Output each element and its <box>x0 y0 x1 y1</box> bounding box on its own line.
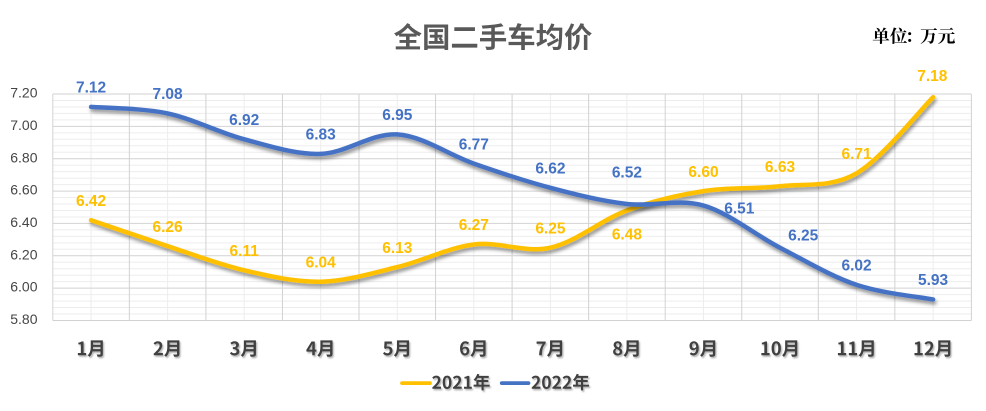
svg-text:6.77: 6.77 <box>459 136 489 153</box>
svg-text:6.80: 6.80 <box>10 149 37 165</box>
svg-text:6.63: 6.63 <box>765 159 796 176</box>
svg-text:6.00: 6.00 <box>10 279 37 295</box>
svg-text:7.08: 7.08 <box>153 86 184 103</box>
svg-text:5.93: 5.93 <box>918 272 949 289</box>
svg-text:6.40: 6.40 <box>10 214 37 230</box>
svg-text:6.52: 6.52 <box>612 164 642 181</box>
svg-text:6.83: 6.83 <box>306 127 337 144</box>
svg-text:6.60: 6.60 <box>10 182 37 198</box>
svg-text:7.00: 7.00 <box>10 117 37 133</box>
svg-text:6.42: 6.42 <box>76 193 106 210</box>
svg-text:6.13: 6.13 <box>382 240 413 257</box>
svg-text:6.92: 6.92 <box>229 112 259 129</box>
svg-text:6.26: 6.26 <box>153 219 184 236</box>
svg-text:7.18: 7.18 <box>917 68 948 85</box>
svg-text:6.20: 6.20 <box>10 246 37 262</box>
svg-text:7.20: 7.20 <box>10 85 37 101</box>
svg-text:5.80: 5.80 <box>10 311 37 327</box>
svg-text:6.04: 6.04 <box>306 254 337 271</box>
svg-text:6.62: 6.62 <box>535 161 565 178</box>
svg-text:6.51: 6.51 <box>724 200 755 217</box>
svg-text:6.48: 6.48 <box>612 226 643 243</box>
svg-text:6.95: 6.95 <box>382 107 413 124</box>
svg-text:7.12: 7.12 <box>76 80 106 97</box>
svg-text:6.60: 6.60 <box>688 164 718 181</box>
svg-text:6.25: 6.25 <box>788 228 819 245</box>
svg-text:6.25: 6.25 <box>535 220 566 237</box>
svg-text:6.02: 6.02 <box>842 258 872 275</box>
svg-text:6.27: 6.27 <box>459 217 489 234</box>
svg-text:6.71: 6.71 <box>842 146 873 163</box>
svg-text:6.11: 6.11 <box>230 243 260 260</box>
